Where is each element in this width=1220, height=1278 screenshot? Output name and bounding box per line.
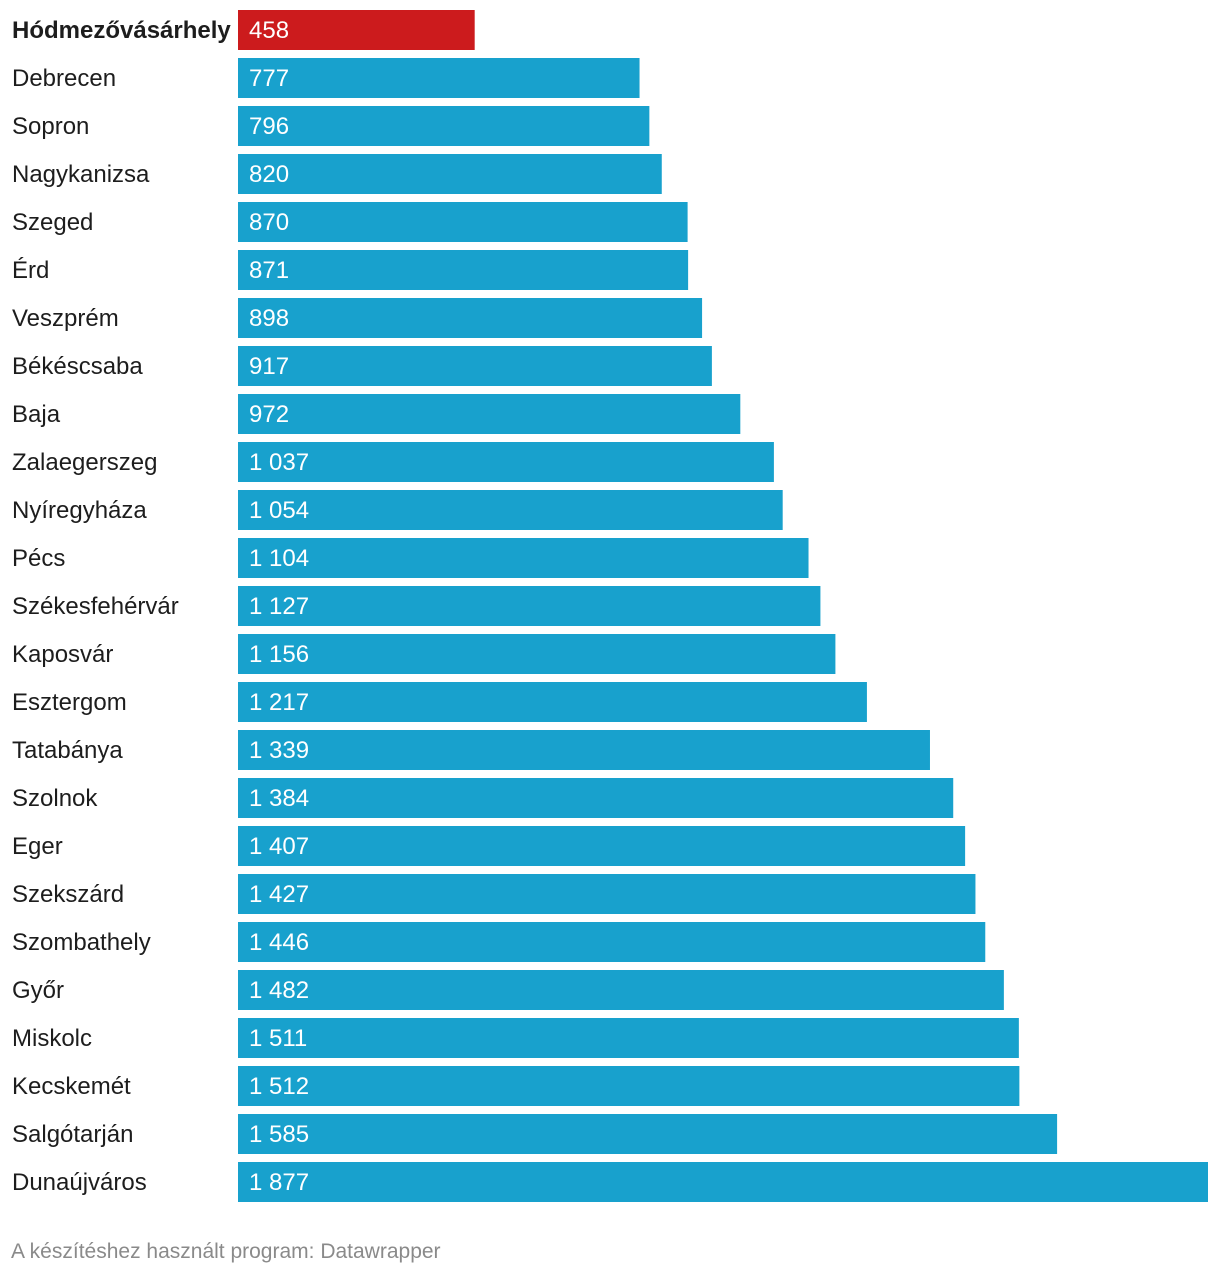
bar bbox=[238, 970, 1004, 1010]
bar bbox=[238, 1018, 1019, 1058]
category-label: Eger bbox=[12, 833, 63, 860]
value-label: 1 511 bbox=[249, 1025, 307, 1052]
value-label: 1 877 bbox=[249, 1169, 309, 1196]
category-label: Nagykanizsa bbox=[12, 161, 150, 188]
value-label: 1 339 bbox=[249, 737, 309, 764]
bar bbox=[238, 682, 867, 722]
category-label: Veszprém bbox=[12, 305, 119, 332]
category-label: Baja bbox=[12, 401, 61, 428]
bar bbox=[238, 490, 783, 530]
value-label: 917 bbox=[249, 353, 289, 380]
bar bbox=[238, 298, 703, 338]
category-label: Kecskemét bbox=[12, 1073, 131, 1100]
bar bbox=[238, 826, 966, 866]
footer-credit: A készítéshez használt program: Datawrap… bbox=[11, 1240, 441, 1263]
value-label: 1 427 bbox=[249, 881, 309, 908]
value-label: 871 bbox=[249, 257, 289, 284]
category-label: Tatabánya bbox=[12, 737, 123, 764]
value-label: 1 585 bbox=[249, 1121, 309, 1148]
bar bbox=[238, 202, 688, 242]
bar bbox=[238, 442, 774, 482]
value-label: 1 384 bbox=[249, 785, 309, 812]
category-label: Érd bbox=[12, 257, 49, 284]
bar bbox=[238, 634, 836, 674]
value-label: 898 bbox=[249, 305, 289, 332]
value-label: 1 446 bbox=[249, 929, 309, 956]
bar bbox=[238, 154, 662, 194]
value-label: 1 037 bbox=[249, 449, 309, 476]
category-label: Nyíregyháza bbox=[12, 497, 147, 524]
value-label: 1 482 bbox=[249, 977, 309, 1004]
bar bbox=[238, 250, 689, 290]
value-label: 1 512 bbox=[249, 1073, 309, 1100]
category-label: Zalaegerszeg bbox=[12, 449, 157, 476]
category-label: Székesfehérvár bbox=[12, 593, 179, 620]
category-label: Debrecen bbox=[12, 65, 116, 92]
bar bbox=[238, 1162, 1208, 1202]
value-label: 1 054 bbox=[249, 497, 309, 524]
bar bbox=[238, 10, 475, 50]
value-label: 458 bbox=[249, 17, 289, 44]
category-label: Salgótarján bbox=[12, 1121, 133, 1148]
bar bbox=[238, 106, 650, 146]
value-label: 820 bbox=[249, 161, 289, 188]
value-label: 972 bbox=[249, 401, 289, 428]
bar bbox=[238, 1114, 1058, 1154]
bar bbox=[238, 730, 930, 770]
value-label: 1 104 bbox=[249, 545, 309, 572]
bar bbox=[238, 1066, 1020, 1106]
category-label: Békéscsaba bbox=[12, 353, 143, 380]
category-label: Kaposvár bbox=[12, 641, 113, 668]
bar bbox=[238, 538, 809, 578]
category-label: Pécs bbox=[12, 545, 65, 572]
bar bbox=[238, 778, 954, 818]
category-label: Esztergom bbox=[12, 689, 127, 716]
category-label: Szekszárd bbox=[12, 881, 124, 908]
category-label: Sopron bbox=[12, 113, 89, 140]
value-label: 870 bbox=[249, 209, 289, 236]
bar bbox=[238, 58, 640, 98]
category-label: Dunaújváros bbox=[12, 1169, 147, 1196]
category-label: Győr bbox=[12, 977, 64, 1004]
bar bbox=[238, 922, 986, 962]
category-label: Szolnok bbox=[12, 785, 98, 812]
bar bbox=[238, 346, 712, 386]
value-label: 796 bbox=[249, 113, 289, 140]
bar bbox=[238, 874, 976, 914]
bar-chart: Hódmezővásárhely 458 Debrecen 777 Sopron 796 N… bbox=[12, 10, 1208, 1202]
category-label: Miskolc bbox=[12, 1025, 92, 1052]
value-label: 1 407 bbox=[249, 833, 309, 860]
value-label: 1 156 bbox=[249, 641, 309, 668]
value-label: 777 bbox=[249, 65, 289, 92]
value-label: 1 217 bbox=[249, 689, 309, 716]
category-label: Szeged bbox=[12, 209, 93, 236]
bar bbox=[238, 394, 741, 434]
bar bbox=[238, 586, 821, 626]
value-label: 1 127 bbox=[249, 593, 309, 620]
category-label: Hódmezővásárhely bbox=[12, 17, 231, 44]
category-label: Szombathely bbox=[12, 929, 151, 956]
